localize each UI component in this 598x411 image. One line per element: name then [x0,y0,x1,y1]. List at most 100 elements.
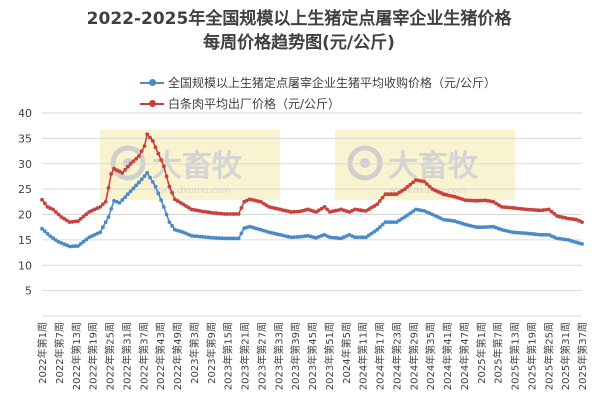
data-point [314,210,319,214]
data-point [261,201,266,206]
data-point [353,207,357,212]
data-point [513,230,518,235]
data-point [383,220,388,225]
data-point [516,230,521,235]
data-point [103,199,108,204]
data-point [70,244,75,249]
data-point [294,209,299,214]
data-point [51,207,55,212]
data-point [145,132,150,137]
data-point [289,210,294,214]
data-point [73,244,78,249]
watermark-brand: 大畜牧 [388,149,479,184]
data-point [211,235,216,240]
x-tick-label: 2024年第5周 [340,322,353,384]
data-point [222,236,227,241]
data-point [336,236,341,241]
data-point [42,201,47,206]
x-tick-label: 2023年第21周 [239,322,252,390]
data-point [170,191,175,195]
data-point [62,216,67,221]
data-point [53,238,58,242]
data-point [546,207,551,212]
x-tick-label: 2022年第1周 [36,322,49,384]
data-point [497,203,501,208]
data-point [67,220,72,225]
data-point [209,235,213,240]
series-purchase-price [40,171,584,249]
data-point [408,211,413,216]
x-tick-label: 2022年第49周 [171,322,184,390]
data-point [173,197,177,202]
data-point [217,211,222,216]
data-point [167,220,172,225]
data-point [137,180,141,185]
data-point [161,164,166,169]
data-point [408,182,413,187]
data-point [222,212,227,216]
data-point [549,209,554,214]
y-tick-label: 30 [18,158,32,171]
data-point [524,207,529,212]
data-point [377,225,382,230]
y-tick-label: 20 [18,209,32,222]
data-point [134,183,139,188]
data-point [164,174,169,179]
y-tick-label: 5 [25,285,32,298]
data-point [98,205,103,209]
legend-dot-blue [149,79,156,86]
data-point [369,205,374,210]
data-point [78,241,83,246]
data-point [402,187,407,192]
x-tick-label: 2022年第43周 [154,322,167,390]
data-point [483,225,487,230]
data-point [200,234,205,239]
data-point [519,231,523,235]
data-point [297,234,302,239]
data-point [328,235,332,240]
data-point [220,211,224,216]
data-point [419,208,424,213]
data-point [203,235,208,240]
x-tick-label: 2023年第33周 [272,322,285,390]
data-point [73,219,78,224]
data-point [65,218,69,223]
data-point [225,236,230,241]
legend-label-purchase-price: 全国规模以上生猪定点屠宰企业生猪平均收购价格（元/公斤） [168,76,497,90]
data-point [380,222,385,227]
legend-label-pork-price: 白条肉平均出厂价格（元/公斤） [168,97,341,111]
data-point [425,182,429,186]
legend-dot-red [149,100,156,107]
data-point [109,207,114,211]
data-point [289,235,294,240]
data-point [491,199,496,204]
x-tick-label: 2025年第25周 [542,322,555,390]
data-point [192,234,197,239]
data-point [317,208,321,213]
data-point [472,198,476,203]
data-point [480,198,485,203]
data-point [477,225,482,230]
data-point [48,234,53,239]
data-point [142,174,147,179]
x-tick-label: 2024年第11周 [357,322,370,390]
data-point [175,199,180,203]
data-point [76,244,80,248]
data-point [156,151,161,156]
x-tick-label: 2025年第19周 [525,322,538,390]
data-point [397,190,402,195]
x-axis: 2022年第1周 2022年第7周 2022年第13周 2022年第19周 2022年第… [36,322,589,390]
data-point [153,184,158,189]
data-point [377,199,382,203]
data-point [159,198,164,203]
x-tick-label: 2025年第37周 [576,322,589,390]
data-point [397,218,402,223]
x-tick-label: 2025年第1周 [475,322,488,384]
data-point [192,208,197,212]
data-point [557,236,562,241]
data-point [258,199,263,204]
data-point [106,215,111,219]
data-point [294,235,299,239]
gridlines [42,112,582,317]
x-tick-label: 2022年第37周 [137,322,150,390]
